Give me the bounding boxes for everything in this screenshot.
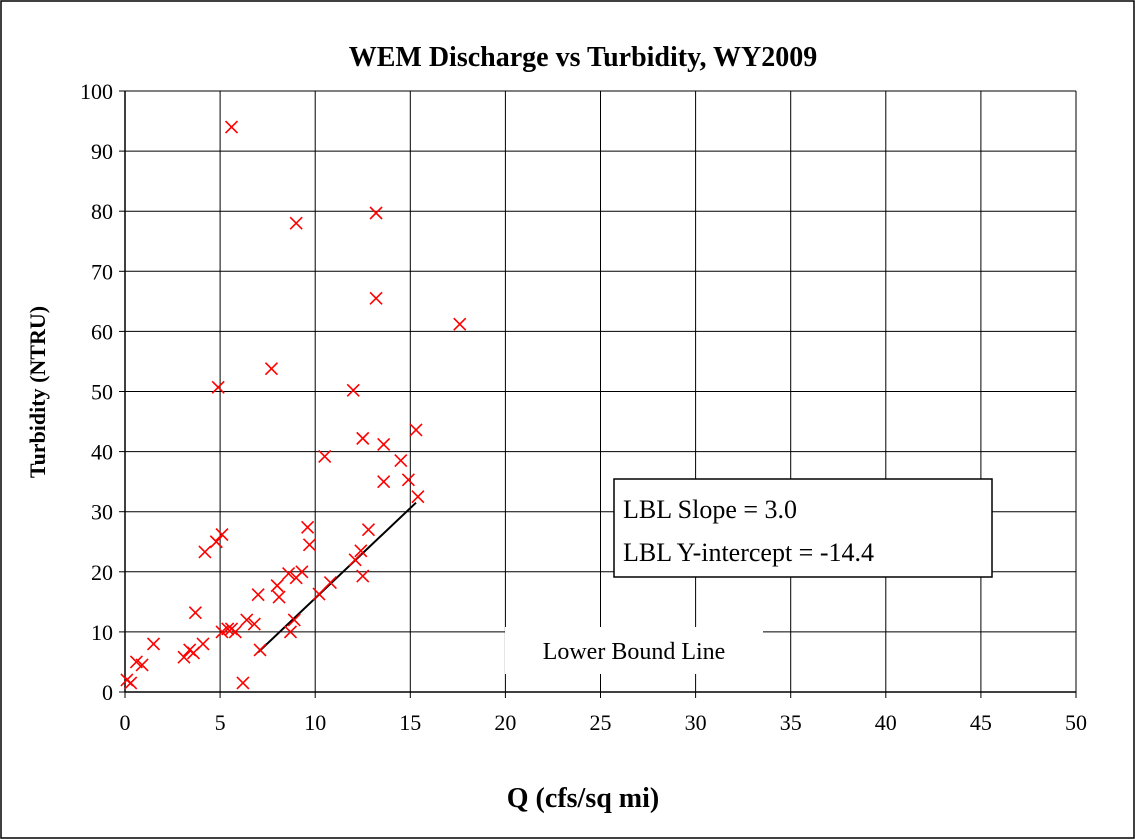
y-tick-label: 90 — [91, 139, 113, 164]
data-point — [215, 527, 229, 542]
data-point — [240, 613, 254, 627]
data-point — [301, 520, 315, 534]
data-point — [354, 544, 368, 558]
x-tick-label: 15 — [399, 710, 421, 735]
y-tick-label: 60 — [91, 319, 113, 344]
data-point — [251, 588, 265, 602]
axes — [119, 90, 1077, 698]
data-point — [348, 553, 362, 567]
tick-labels: 0 10 20 30 40 50 60 70 80 90 100 0 5 10 15 20 25 30 35 40 45… — [80, 79, 1087, 735]
data-point — [124, 676, 138, 690]
data-point — [356, 569, 370, 583]
y-tick-label: 100 — [80, 79, 113, 104]
data-point — [295, 565, 309, 579]
lbl-intercept-text: LBL Y-intercept = -14.4 — [623, 538, 874, 567]
x-tick-label: 50 — [1065, 710, 1087, 735]
data-point — [221, 622, 235, 636]
data-point — [211, 380, 225, 394]
data-point — [318, 449, 332, 463]
x-tick-label: 30 — [685, 710, 707, 735]
data-point — [236, 676, 250, 690]
data-point — [272, 590, 286, 604]
y-tick-label: 50 — [91, 380, 113, 405]
data-point — [401, 473, 415, 487]
y-tick-label: 20 — [91, 560, 113, 585]
x-tick-label: 5 — [215, 710, 226, 735]
lower-bound-line — [257, 501, 417, 654]
data-point — [377, 437, 391, 451]
data-point — [287, 613, 301, 627]
y-tick-label: 80 — [91, 199, 113, 224]
data-point — [224, 120, 239, 134]
x-tick-label: 20 — [494, 710, 516, 735]
data-point — [302, 538, 317, 552]
data-point — [146, 637, 161, 651]
data-point — [198, 545, 212, 559]
x-tick-label: 40 — [875, 710, 897, 735]
data-point — [369, 206, 383, 220]
x-tick-label: 45 — [970, 710, 992, 735]
y-tick-label: 0 — [102, 680, 113, 705]
data-points — [120, 120, 467, 690]
data-point — [323, 576, 337, 590]
y-tick-label: 30 — [91, 500, 113, 525]
data-point — [453, 317, 467, 331]
x-tick-label: 35 — [780, 710, 802, 735]
y-tick-label: 10 — [91, 620, 113, 645]
data-point — [253, 643, 267, 657]
data-point — [264, 362, 279, 376]
lower-bound-line-layer — [257, 501, 417, 654]
data-point — [188, 606, 202, 620]
lbl-stats-frame — [613, 478, 993, 578]
lower-bound-label-group: Lower Bound Line — [505, 627, 763, 674]
y-axis-label: Turbidity (NTRU) — [25, 306, 50, 478]
y-tick-label: 40 — [91, 440, 113, 465]
data-point — [312, 587, 326, 601]
lbl-stats-box: LBL Slope = 3.0 LBL Y-intercept = -14.4 — [613, 478, 993, 578]
data-point — [177, 650, 191, 664]
data-point — [411, 490, 425, 504]
data-point — [346, 383, 360, 397]
lbl-slope-text: LBL Slope = 3.0 — [623, 495, 797, 524]
data-point — [135, 658, 149, 672]
data-point — [369, 291, 383, 305]
data-point — [409, 423, 423, 437]
chart-title: WEM Discharge vs Turbidity, WY2009 — [349, 42, 818, 73]
x-tick-label: 0 — [120, 710, 131, 735]
lower-bound-label-bg — [505, 627, 763, 674]
x-tick-label: 10 — [304, 710, 326, 735]
data-point — [247, 617, 261, 631]
data-point — [283, 625, 298, 639]
data-point — [228, 625, 242, 639]
lower-bound-label: Lower Bound Line — [543, 639, 726, 665]
data-point — [289, 216, 303, 230]
x-tick-label: 25 — [590, 710, 612, 735]
data-point — [394, 454, 408, 468]
y-tick-label: 70 — [91, 259, 113, 284]
data-point — [377, 475, 391, 489]
data-point — [361, 523, 376, 537]
x-axis-label: Q (cfs/sq mi) — [507, 783, 659, 814]
data-point — [196, 637, 210, 651]
data-point — [270, 579, 284, 593]
data-point — [356, 431, 370, 445]
data-point — [209, 535, 223, 549]
data-point — [282, 567, 296, 581]
